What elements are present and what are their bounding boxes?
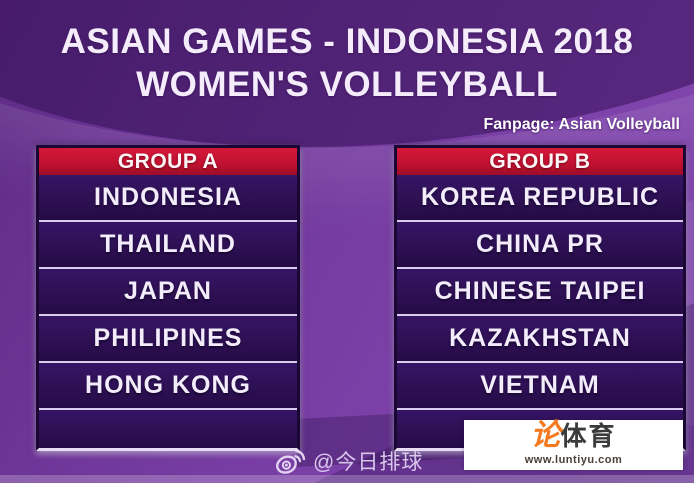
weibo-handle: @今日排球 — [313, 451, 424, 474]
table-row: KAZAKHSTAN — [397, 316, 683, 363]
table-row: VIETNAM — [397, 363, 683, 410]
title-line-2: WOMEN'S VOLLEYBALL — [136, 65, 558, 104]
group-b-header: GROUP B — [397, 148, 683, 175]
luntiyu-url: www.luntiyu.com — [524, 454, 623, 466]
page-title: ASIAN GAMES - INDONESIA 2018 WOMEN'S VOL… — [0, 20, 694, 106]
group-a-header: GROUP A — [39, 148, 297, 175]
weibo-watermark: @今日排球 — [274, 446, 423, 476]
fanpage-label: Fanpage: Asian Volleyball — [483, 116, 681, 133]
background-bottom-strip — [0, 475, 694, 483]
table-row: HONG KONG — [39, 363, 297, 410]
luntiyu-brand-rest: 体育 — [560, 421, 617, 451]
table-row: INDONESIA — [39, 175, 297, 222]
luntiyu-brand-accent: 论 — [530, 419, 561, 452]
luntiyu-logo-box: 论体育 www.luntiyu.com — [464, 420, 683, 470]
table-row: KOREA REPUBLIC — [397, 175, 683, 222]
table-row: CHINA PR — [397, 222, 683, 269]
table-row: PHILIPINES — [39, 316, 297, 363]
weibo-icon — [276, 449, 306, 474]
group-b-table: GROUP B KOREA REPUBLIC CHINA PR CHINESE … — [394, 145, 686, 451]
table-row: JAPAN — [39, 269, 297, 316]
table-row: CHINESE TAIPEI — [397, 269, 683, 316]
title-line-1: ASIAN GAMES - INDONESIA 2018 — [60, 22, 634, 61]
luntiyu-brand: 论体育 — [530, 421, 617, 454]
group-a-table: GROUP A INDONESIA THAILAND JAPAN PHILIPI… — [36, 145, 300, 451]
table-row-empty — [39, 410, 297, 448]
table-row: THAILAND — [39, 222, 297, 269]
